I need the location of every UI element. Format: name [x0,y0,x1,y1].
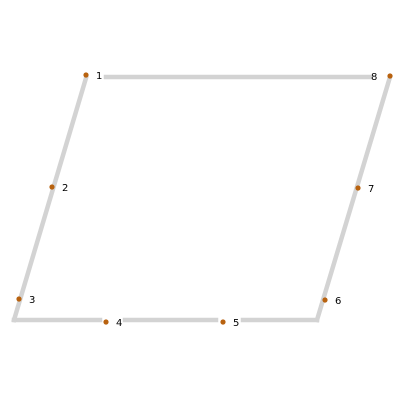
outline-edge-left [11,75,89,323]
shape-outline [11,74,393,323]
point-marker [49,184,55,190]
point-marker [83,72,89,78]
point-marker [103,319,109,325]
point-label-7: 7 [368,184,374,195]
point-label-4: 4 [116,318,122,329]
point-label-5: 5 [233,318,239,329]
point-marker [322,297,328,303]
point-label-6: 6 [335,296,341,307]
point-marker [220,319,226,325]
point-labels: 1 2 3 4 5 6 7 8 [29,71,377,329]
point-label-8: 8 [371,72,377,83]
point-marker [387,73,393,79]
point-marker [355,185,361,191]
point-marker [16,296,22,302]
point-markers [16,72,393,325]
point-label-1: 1 [96,71,102,82]
outline-edge-right [314,74,393,323]
point-label-2: 2 [62,183,68,194]
point-label-3: 3 [29,295,35,306]
